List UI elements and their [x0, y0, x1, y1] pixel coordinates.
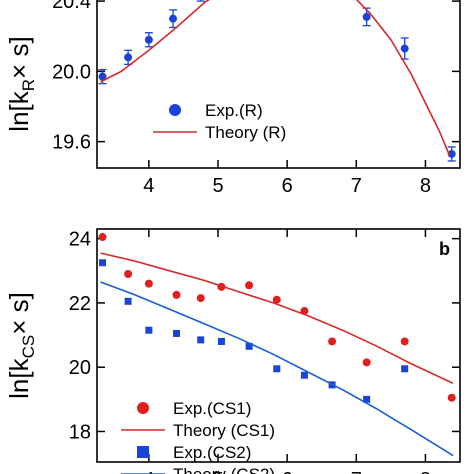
legend-circle-swatch — [137, 402, 149, 414]
data-point — [401, 365, 409, 373]
legend-label: Theory (CS2) — [173, 465, 275, 474]
data-point — [362, 12, 371, 21]
data-point — [197, 336, 205, 344]
data-point — [272, 295, 281, 304]
data-point — [362, 358, 371, 367]
data-point — [196, 294, 205, 303]
series-line — [100, 0, 451, 157]
series-line — [100, 252, 454, 385]
y-tick-label: 20.0 — [52, 61, 91, 83]
data-point — [447, 149, 456, 158]
x-tick-label: 8 — [420, 469, 431, 474]
legend-label: Theory (CS1) — [173, 421, 275, 440]
data-point — [173, 329, 181, 337]
y-tick-label: 20.4 — [52, 0, 91, 13]
y-tick-label: 19.6 — [52, 132, 91, 154]
data-point — [145, 326, 153, 334]
x-tick-label: 5 — [212, 175, 223, 197]
plot-area — [98, 233, 456, 462]
data-point — [245, 281, 254, 290]
x-tick-label: 5 — [212, 469, 223, 474]
data-point — [124, 53, 133, 62]
panel-a: 4 5 6 7 8 19.6 20.0 20.4 ln[kR× s] Exp.(R) Theory … — [4, 0, 461, 197]
y-axis-title-subscript: CS — [19, 335, 38, 359]
legend-label: Theory (R) — [205, 123, 286, 142]
panel-b: 4 5 6 7 8 18 20 22 24 ln[kCS× s] b Exp.(CS1) Theory … — [4, 228, 461, 474]
legend-label: Exp.(R) — [205, 101, 263, 120]
panel-label: b — [439, 239, 450, 259]
data-point — [328, 337, 337, 346]
data-point — [172, 290, 181, 299]
data-point — [98, 233, 107, 242]
data-point — [400, 44, 409, 53]
data-point — [98, 72, 107, 81]
data-point — [363, 395, 371, 403]
data-point — [447, 393, 456, 402]
x-tick-label: 7 — [351, 175, 362, 197]
y-axis-title: ln[kR× s] — [4, 36, 38, 131]
legend-label: Exp.(CS1) — [173, 399, 251, 418]
x-tick-label: 6 — [282, 175, 293, 197]
x-tick-label: 4 — [143, 175, 154, 197]
y-tick-label: 20 — [69, 357, 91, 379]
y-tick-label: 22 — [69, 293, 91, 315]
plot-frame — [96, 0, 461, 169]
series-line — [100, 281, 454, 457]
data-point — [124, 269, 133, 278]
legend-circle-swatch — [169, 104, 181, 116]
x-tick-label: 7 — [351, 469, 362, 474]
legend: Exp.(R) Theory (R) — [153, 101, 286, 142]
y-axis-title-tail: × s] — [4, 36, 34, 79]
x-tick-label: 4 — [143, 469, 154, 474]
data-point — [273, 365, 281, 373]
data-point — [300, 371, 308, 379]
y-tick-label: 24 — [69, 229, 91, 251]
y-axis-title-main: ln[k — [4, 90, 34, 131]
plot-frame — [96, 228, 461, 463]
legend-square-swatch — [137, 446, 149, 458]
data-point — [144, 279, 153, 288]
data-point — [448, 461, 456, 462]
y-axis-title: ln[kCS× s] — [4, 292, 38, 399]
x-tick-label: 8 — [420, 175, 431, 197]
plot-area — [98, 0, 456, 162]
x-tick-label: 6 — [282, 469, 293, 474]
data-point — [400, 337, 409, 346]
y-tick-label: 18 — [69, 421, 91, 443]
legend-label: Exp.(CS2) — [173, 443, 251, 462]
data-point — [99, 259, 107, 267]
y-axis-title-tail: × s] — [4, 292, 34, 335]
data-point — [144, 35, 153, 44]
data-point — [217, 337, 225, 345]
legend: Exp.(CS1) Theory (CS1) Exp.(CS2) Theory (CS… — [121, 399, 275, 474]
data-point — [124, 297, 132, 305]
data-point — [245, 342, 253, 350]
data-point — [169, 14, 178, 23]
y-axis-title-subscript: R — [19, 79, 38, 91]
y-axis-title-main: ln[k — [4, 357, 34, 398]
